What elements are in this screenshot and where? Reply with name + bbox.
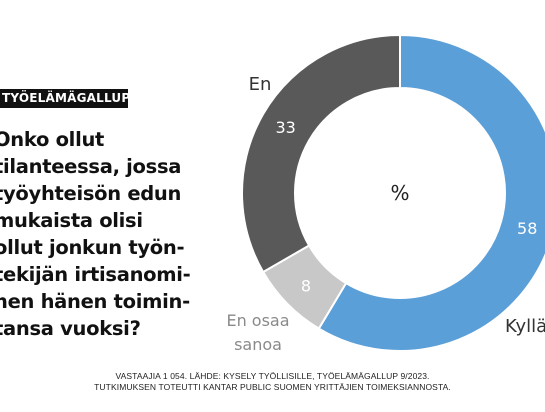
unit-label: % <box>390 181 409 205</box>
category-label-en: En <box>249 74 272 95</box>
question-line: ollut jonkun työn- <box>0 236 185 259</box>
source-footer: VASTAAJIA 1 054. LÄHDE: KYSELY TYÖLLISIL… <box>0 371 545 393</box>
question-line: tansa vuoksi? <box>0 317 141 340</box>
donut-slice <box>317 33 545 352</box>
question-line: työyhteisön edun <box>0 182 182 205</box>
question-line: Onko ollut <box>0 128 105 151</box>
question-line: mukaista olisi <box>0 209 143 232</box>
slice-value-label: 58 <box>517 219 537 238</box>
category-label-sanoa: sanoa <box>234 335 282 354</box>
footer-line: TUTKIMUKSEN TOTEUTTI KANTAR PUBLIC SUOME… <box>94 382 451 392</box>
footer-line: VASTAAJIA 1 054. LÄHDE: KYSELY TYÖLLISIL… <box>115 371 430 381</box>
category-label-kylla: Kyllä <box>505 316 545 337</box>
slice-value-label: 8 <box>301 277 311 296</box>
question-heading: Onko ollut tilanteessa, jossa työyhteisö… <box>0 126 224 342</box>
section-tag: TYÖELÄMÄGALLUP <box>0 89 128 108</box>
category-label-en-osaa: En osaa <box>226 311 289 330</box>
donut-slice <box>241 33 401 274</box>
question-line: tilanteessa, jossa <box>0 155 182 178</box>
question-line: tekijän irtisanomi- <box>0 263 191 286</box>
slice-value-label: 33 <box>276 118 296 137</box>
question-line: nen hänen toimin- <box>0 290 190 313</box>
